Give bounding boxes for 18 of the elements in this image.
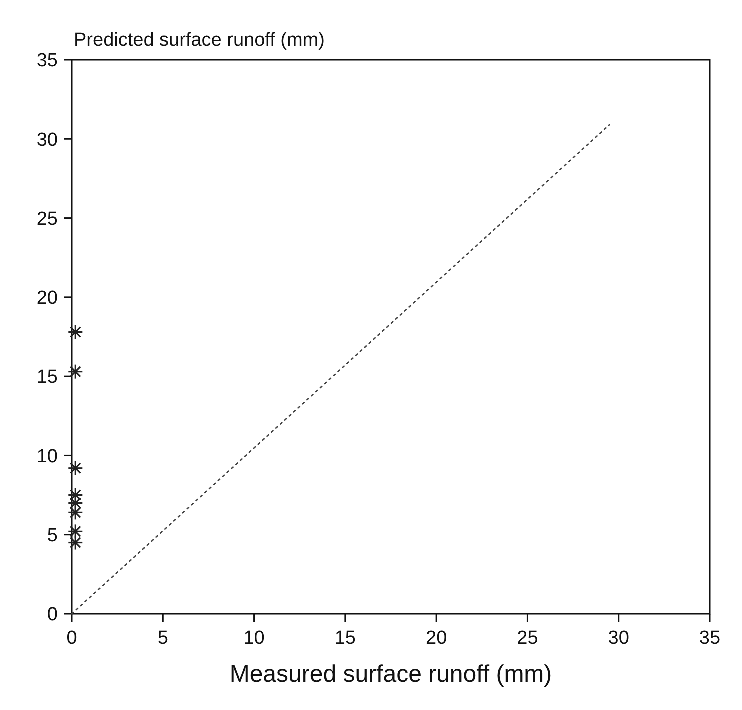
- y-axis-title: Predicted surface runoff (mm): [74, 30, 325, 51]
- x-tick-label: 5: [158, 628, 168, 649]
- y-tick-label: 15: [36, 367, 58, 388]
- y-tick-label: 20: [36, 288, 58, 310]
- y-tick-label: 35: [36, 50, 58, 72]
- x-tick-label: 35: [699, 628, 721, 649]
- x-tick-label: 30: [608, 628, 630, 649]
- x-tick-label: 25: [517, 628, 538, 649]
- y-tick-label: 0: [47, 604, 58, 626]
- x-tick-label: 0: [66, 628, 78, 649]
- y-tick-label: 5: [47, 526, 58, 547]
- y-tick-label: 25: [36, 208, 58, 230]
- x-tick-label: 20: [426, 628, 448, 649]
- x-tick-label: 15: [334, 628, 356, 649]
- y-tick-label: 10: [36, 446, 58, 468]
- y-tick-label: 30: [36, 130, 58, 151]
- x-tick-label: 10: [244, 628, 265, 649]
- x-axis-title: Measured surface runoff (mm): [230, 661, 552, 688]
